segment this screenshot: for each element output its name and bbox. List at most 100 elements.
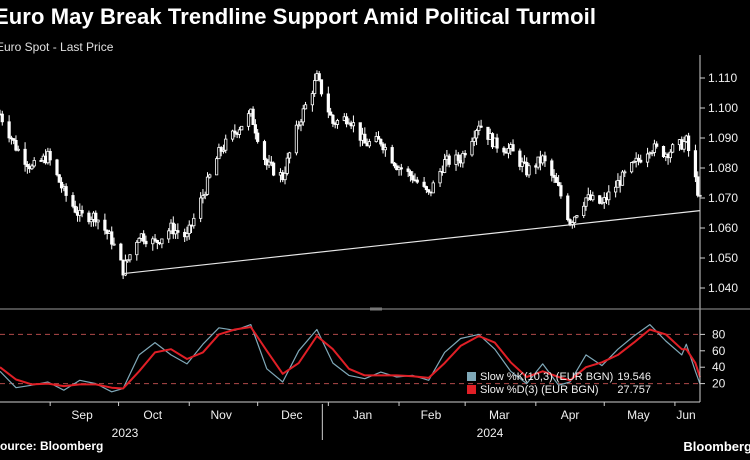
price-candle-body xyxy=(119,243,123,261)
price-candle-body xyxy=(572,216,577,223)
price-candle-body xyxy=(326,93,330,113)
price-candle-body xyxy=(283,172,287,181)
price-candle-body xyxy=(151,238,155,245)
price-candle-body xyxy=(103,219,107,231)
price-candle-body xyxy=(32,160,36,167)
price-panel: 1.040 1.050 1.060 1.070 1.080 1.090 1.100 1.110 xyxy=(0,70,738,295)
price-candle-body xyxy=(221,149,226,152)
price-candle-body xyxy=(351,122,356,127)
price-candle-body xyxy=(559,185,563,197)
slow-d-line xyxy=(0,326,701,390)
price-candle-body xyxy=(269,161,273,164)
legend-label-slow-d: Slow %D(3) (EUR BGN) xyxy=(480,384,599,396)
price-candle-body xyxy=(614,186,618,193)
x-year-label: 2023 xyxy=(112,426,139,440)
price-candle-body xyxy=(463,153,467,156)
price-candle-body xyxy=(299,121,303,126)
price-candle-body xyxy=(552,175,556,178)
price-candle-body xyxy=(543,155,547,162)
price-candle-body xyxy=(64,186,68,196)
price-y-tick-label: 1.060 xyxy=(708,221,738,235)
price-candle-body xyxy=(472,137,476,142)
price-candle-body xyxy=(272,162,276,176)
price-candle-body xyxy=(668,151,672,159)
price-candle-body xyxy=(502,147,506,153)
price-candle-body xyxy=(0,113,4,123)
price-candle-body xyxy=(319,79,324,95)
price-candle-body xyxy=(383,147,387,151)
price-candle-body xyxy=(301,108,305,123)
price-candle-body xyxy=(566,195,570,221)
price-candle-body xyxy=(317,73,321,81)
price-candle-body xyxy=(96,219,100,223)
x-month-label: Feb xyxy=(421,408,442,422)
price-candle-body xyxy=(246,113,251,127)
price-candle-body xyxy=(582,205,586,216)
price-candle-body xyxy=(511,144,515,152)
chart-subtitle: Euro Spot - Last Price xyxy=(0,40,114,54)
price-candle-body xyxy=(652,143,656,153)
price-candle-body xyxy=(527,165,531,176)
price-candle-body xyxy=(424,186,428,191)
price-candle-body xyxy=(80,209,84,214)
x-month-label: Nov xyxy=(211,408,232,422)
price-candle-body xyxy=(123,260,128,276)
price-candle-body xyxy=(215,158,219,176)
price-candle-body xyxy=(607,191,611,201)
price-candle-body xyxy=(153,238,157,241)
price-candle-body xyxy=(203,193,207,197)
price-candle-body xyxy=(438,171,442,184)
price-candle-body xyxy=(297,124,301,127)
price-candle-body xyxy=(557,182,561,186)
trendline-support xyxy=(123,210,701,275)
price-candle-body xyxy=(682,141,686,150)
x-month-label: Dec xyxy=(281,408,302,422)
price-candle-body xyxy=(329,111,333,116)
price-candle-body xyxy=(358,122,362,141)
price-candle-body xyxy=(443,159,447,173)
x-month-label: Mar xyxy=(489,408,510,422)
price-candle-body xyxy=(201,195,205,199)
stoch-y-tick-label: 20 xyxy=(712,377,726,391)
price-y-tick-label: 1.040 xyxy=(708,281,738,295)
price-candle-body xyxy=(344,116,349,125)
price-candle-body xyxy=(671,144,675,153)
stochastic-panel: 20 40 60 80 Slow %K(10,3) (EUR BGN) 19.546 Slo… xyxy=(0,324,726,396)
price-candle-body xyxy=(427,189,431,193)
price-y-tick-label: 1.070 xyxy=(708,191,738,205)
stoch-y-tick-label: 80 xyxy=(712,327,726,341)
price-candle-body xyxy=(233,130,237,134)
price-candle-body xyxy=(160,238,164,245)
price-candle-body xyxy=(598,195,602,204)
price-candle-body xyxy=(57,174,61,183)
price-candle-body xyxy=(379,138,383,145)
price-candle-body xyxy=(600,201,604,204)
x-month-label: Sep xyxy=(71,408,93,422)
panel-resize-handle[interactable] xyxy=(370,307,382,311)
price-candle-body xyxy=(199,197,203,219)
price-candle-body xyxy=(431,182,435,194)
price-candle-body xyxy=(251,108,255,126)
x-axis: Sep Oct Nov Dec Jan Feb Mar Apr May Jun 2023 2024 xyxy=(49,402,696,440)
price-candle-body xyxy=(187,224,191,234)
price-candle-body xyxy=(12,138,16,141)
price-candle-body xyxy=(262,141,267,160)
price-candle-body xyxy=(7,121,11,139)
price-candle-body xyxy=(661,146,666,158)
price-candle-body xyxy=(575,215,579,218)
source-note: Source: Bloomberg xyxy=(0,439,104,453)
price-candle-body xyxy=(331,114,335,124)
price-candle-body xyxy=(23,148,27,165)
price-candle-body xyxy=(639,159,643,163)
price-candle-body xyxy=(477,125,481,131)
price-candle-body xyxy=(205,176,210,195)
price-candle-body xyxy=(71,195,75,207)
price-candle-body xyxy=(495,137,499,149)
legend-label-slow-k: Slow %K(10,3) (EUR BGN) xyxy=(480,371,613,383)
price-candle-body xyxy=(474,130,479,139)
price-candle-body xyxy=(310,93,314,106)
price-candle-body xyxy=(167,230,171,240)
price-candle-body xyxy=(584,197,588,207)
price-candle-body xyxy=(461,153,465,164)
